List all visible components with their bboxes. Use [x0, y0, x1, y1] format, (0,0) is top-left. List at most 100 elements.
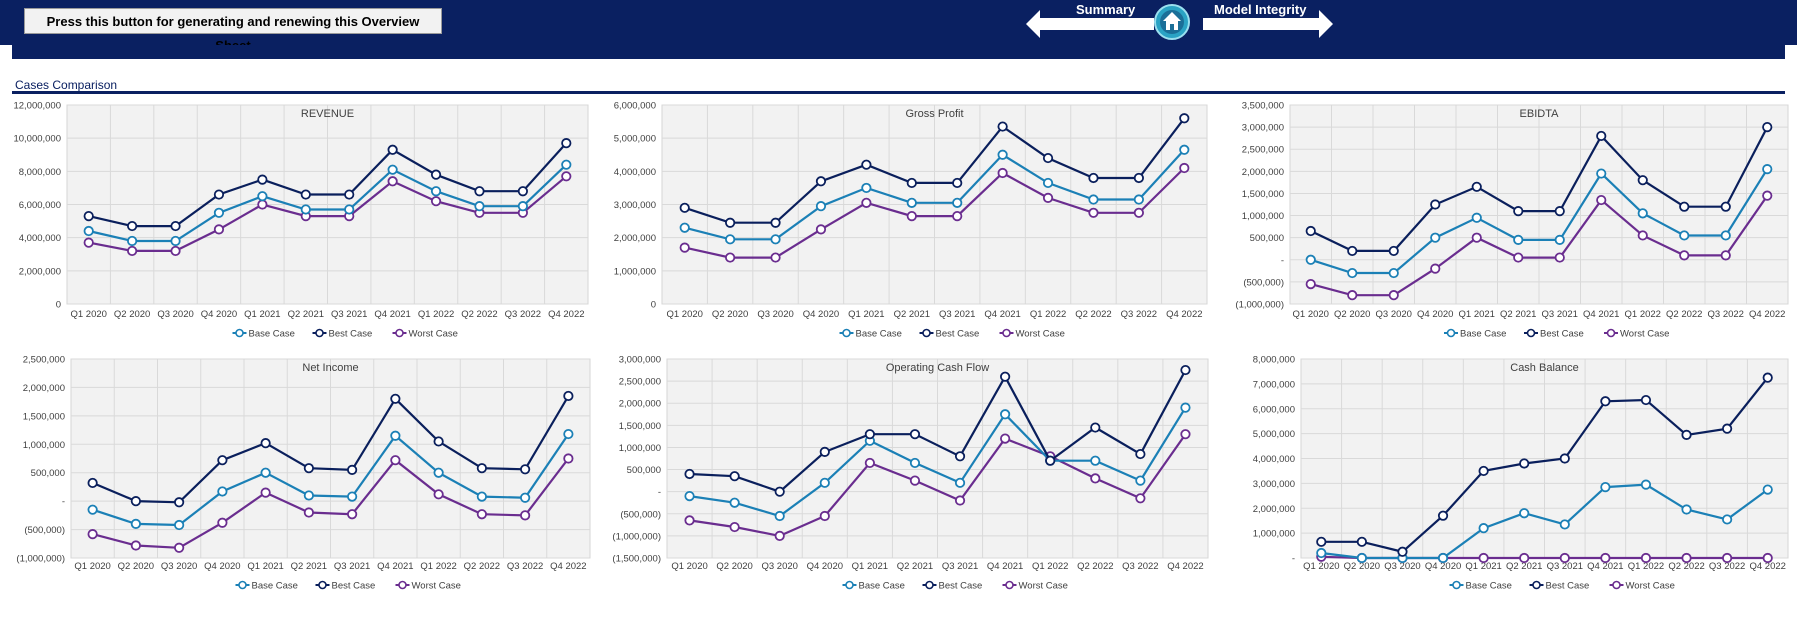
data-point	[1720, 230, 1731, 241]
data-point	[729, 471, 740, 482]
x-tick-label: Q4 2020	[204, 561, 240, 572]
data-point	[729, 521, 740, 533]
data-point	[174, 519, 185, 531]
x-tick-label: Q3 2021	[1547, 561, 1583, 572]
chart-title: Net Income	[302, 362, 358, 374]
legend-marker	[1612, 580, 1621, 590]
home-icon[interactable]	[1153, 3, 1191, 41]
data-point	[130, 540, 141, 551]
x-tick-label: Q4 2021	[984, 309, 1020, 320]
data-point	[725, 252, 736, 263]
y-tick-label: (1,000,000)	[16, 554, 65, 565]
legend-marker	[315, 328, 324, 338]
y-tick-label: 3,000,000	[619, 355, 661, 366]
data-point	[1000, 433, 1011, 444]
data-point	[1600, 482, 1611, 493]
legend-marker	[398, 580, 407, 590]
x-tick-label: Q4 2022	[1167, 561, 1203, 572]
data-point	[257, 174, 268, 185]
series-line	[684, 149, 1186, 241]
y-tick-label: 6,000,000	[614, 101, 656, 112]
x-tick-label: Q2 2021	[291, 561, 327, 572]
x-tick-label: Q1 2020	[1293, 309, 1329, 320]
x-tick-label: Q2 2021	[897, 561, 933, 572]
arrow-left-icon[interactable]	[1026, 10, 1154, 38]
nav-model-integrity-label[interactable]: Model Integrity	[1214, 2, 1307, 17]
legend-marker	[318, 580, 327, 590]
data-point	[170, 220, 181, 232]
legend-marker	[1452, 580, 1461, 590]
data-point	[1316, 547, 1327, 559]
data-point	[679, 242, 690, 253]
y-tick-label: 500,000	[1250, 233, 1284, 244]
x-tick-label: Q1 2021	[852, 561, 888, 572]
y-tick-label: 4,000,000	[614, 167, 656, 178]
x-tick-label: Q4 2021	[377, 561, 413, 572]
data-point	[1637, 175, 1648, 186]
x-tick-label: Q2 2022	[461, 309, 497, 320]
data-point	[1180, 364, 1191, 376]
y-tick-label: 2,000,000	[614, 233, 656, 244]
generate-overview-button[interactable]: Press this button for generating and ren…	[24, 8, 442, 53]
series-line	[1321, 377, 1769, 554]
chart-title: Gross Profit	[905, 108, 963, 120]
legend-label: Base Case	[1466, 581, 1512, 592]
data-point	[1430, 199, 1441, 210]
data-point	[170, 235, 181, 247]
data-point	[347, 509, 358, 520]
data-point	[87, 477, 98, 489]
x-tick-label: Q4 2020	[201, 309, 237, 320]
data-point	[1045, 455, 1056, 466]
x-tick-label: Q2 2020	[118, 561, 154, 572]
arrow-right-icon[interactable]	[1203, 10, 1333, 38]
y-tick-label: (1,000,000)	[612, 531, 661, 542]
data-point	[729, 497, 740, 508]
data-point	[344, 204, 355, 215]
data-point	[1388, 245, 1399, 257]
legend-label: Worst Case	[1016, 329, 1065, 340]
data-point	[1478, 523, 1489, 534]
x-tick-label: Q2 2020	[712, 309, 748, 320]
nav-summary-label[interactable]: Summary	[1076, 2, 1136, 17]
series-line	[88, 142, 568, 228]
data-point	[474, 186, 485, 197]
x-tick-label: Q3 2020	[1384, 561, 1420, 572]
data-point	[1316, 536, 1327, 547]
data-point	[344, 189, 355, 200]
data-point	[474, 201, 485, 212]
data-point	[1720, 201, 1731, 212]
data-point	[1681, 552, 1692, 564]
data-point	[300, 189, 311, 200]
legend-label: Best Case	[936, 329, 980, 340]
data-point	[1513, 234, 1524, 245]
series-line	[88, 175, 568, 252]
legend-marker	[1532, 580, 1541, 590]
data-point	[1554, 234, 1565, 245]
legend-marker	[845, 580, 854, 590]
x-tick-label: Q2 2022	[1668, 561, 1704, 572]
y-tick-label: -	[1292, 554, 1295, 565]
series-line	[684, 117, 1186, 224]
y-tick-label: 5,000,000	[1253, 429, 1295, 440]
data-point	[127, 220, 138, 232]
x-tick-label: Q4 2021	[1583, 309, 1619, 320]
data-point	[1437, 552, 1449, 564]
y-tick-label: 2,000,000	[619, 399, 661, 410]
data-point	[815, 224, 827, 235]
y-tick-label: -	[62, 497, 65, 508]
y-tick-label: 1,000,000	[614, 266, 656, 277]
data-point	[390, 430, 401, 441]
data-point	[1133, 207, 1144, 218]
series-line	[684, 167, 1186, 259]
data-point	[909, 457, 921, 469]
data-point	[997, 149, 1008, 160]
x-tick-label: Q1 2020	[666, 309, 702, 320]
y-tick-label: (1,000,000)	[1235, 300, 1284, 311]
x-tick-label: Q4 2020	[803, 309, 839, 320]
legend-label: Best Case	[1546, 581, 1590, 592]
data-point	[861, 182, 872, 194]
data-point	[1179, 144, 1190, 155]
data-point	[1519, 552, 1530, 564]
y-tick-label: 3,000,000	[1242, 123, 1284, 134]
y-tick-label: 500,000	[627, 465, 661, 476]
